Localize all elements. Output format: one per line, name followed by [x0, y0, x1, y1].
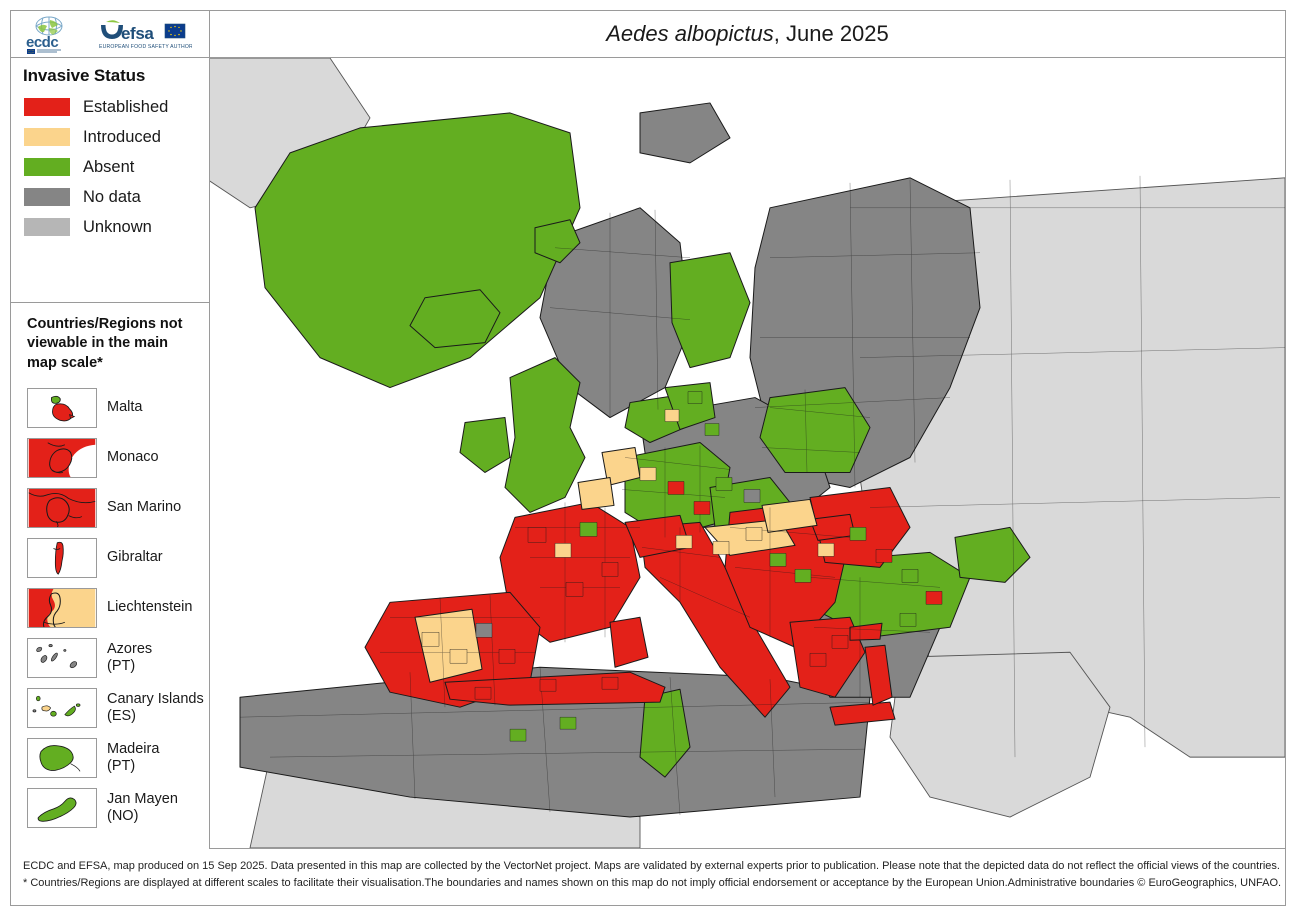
efsa-logo-subtitle: EUROPEAN FOOD SAFETY AUTHORITY: [99, 44, 192, 50]
page-title: Aedes albopictus, June 2025: [606, 21, 889, 47]
inset-regions-panel: Countries/Regions not viewable in the ma…: [11, 303, 209, 833]
inset-map-azores: [27, 637, 97, 678]
inset-label-madeira: Madeira (PT): [107, 740, 160, 774]
invasive-status-legend: Invasive Status Established Introduced A…: [11, 58, 209, 303]
legend-swatch-no-data: [23, 187, 71, 207]
region-mosaic: [421, 391, 943, 742]
species-name: Aedes albopictus: [606, 21, 774, 46]
svg-text:ecdc: ecdc: [26, 34, 58, 51]
legend-label-introduced: Introduced: [83, 127, 161, 146]
region-crete-established: [829, 701, 896, 726]
legend-title: Invasive Status: [23, 66, 146, 85]
region-cyprus-established: [849, 622, 883, 641]
inset-item-canary-islands: Canary Islands (ES): [27, 683, 209, 733]
legend-item-no-data: No data: [23, 182, 209, 212]
inset-map-liechtenstein: [27, 587, 97, 628]
region-sicily-sardinia-established: [609, 616, 649, 668]
region-greenland-absent: [254, 112, 581, 389]
region-italy-established: [639, 521, 791, 718]
inset-map-san-marino: [27, 487, 97, 528]
region-hungary-introduced: [761, 498, 818, 533]
inset-map-madeira: [27, 737, 97, 778]
legend-swatch-introduced: [23, 127, 71, 147]
inset-item-liechtenstein: Liechtenstein: [27, 583, 209, 633]
left-sidebar: ecdc efsa: [11, 11, 210, 849]
inset-item-madeira: Madeira (PT): [27, 733, 209, 783]
inset-map-canary-islands: [27, 687, 97, 728]
region-iceland-absent: [409, 289, 501, 349]
inset-item-gibraltar: Gibraltar: [27, 533, 209, 583]
poster-frame: ecdc efsa: [10, 10, 1286, 906]
region-tunisia-absent: [639, 688, 691, 778]
legend-item-absent: Absent: [23, 152, 209, 182]
inset-label-monaco: Monaco: [107, 449, 159, 466]
region-caucasus-absent: [954, 526, 1031, 583]
europe-map[interactable]: [210, 58, 1285, 848]
legend-label-established: Established: [83, 97, 169, 116]
region-north-africa-no-data: [239, 666, 871, 818]
map-canvas[interactable]: [210, 58, 1285, 849]
footer-line-2: * Countries/Regions are displayed at dif…: [23, 877, 1282, 890]
efsa-logo-icon: efsa EUROPEAN FOOD SAFETY AUTHORITY: [97, 17, 202, 51]
legend-label-unknown: Unknown: [83, 217, 152, 236]
inset-label-azores: Azores (PT): [107, 640, 153, 674]
region-spain-interior-introduced: [414, 608, 483, 683]
title-bar: Aedes albopictus, June 2025: [210, 11, 1285, 58]
inset-item-azores: Azores (PT): [27, 633, 209, 683]
legend-item-unknown: Unknown: [23, 212, 209, 242]
title-date: , June 2025: [773, 21, 889, 46]
region-arabia-unknown: [889, 651, 1111, 818]
footer-line-1: ECDC and EFSA, map produced on 15 Sep 20…: [23, 860, 1280, 872]
inset-label-liechtenstein: Liechtenstein: [107, 599, 193, 616]
legend-label-absent: Absent: [83, 157, 135, 176]
region-crimea-established: [809, 513, 856, 541]
logo-bar: ecdc efsa: [11, 11, 209, 58]
inset-item-monaco: Monaco: [27, 433, 209, 483]
inset-label-malta: Malta: [107, 399, 143, 416]
region-finland-absent: [669, 252, 751, 369]
region-israel-established: [864, 644, 893, 706]
region-svalbard-no-data: [639, 102, 731, 164]
map-landmasses: [210, 58, 1285, 848]
legend-swatch-unknown: [23, 217, 71, 237]
inset-map-monaco: [27, 437, 97, 478]
footer-notes: ECDC and EFSA, map produced on 15 Sep 20…: [11, 849, 1285, 905]
ecdc-logo-icon: ecdc: [23, 14, 83, 54]
region-ireland-absent: [459, 417, 511, 473]
legend-label-no-data: No data: [83, 187, 141, 206]
inset-map-gibraltar: [27, 537, 97, 578]
inset-map-jan-mayen: [27, 787, 97, 828]
region-faroe-absent: [534, 219, 581, 264]
legend-item-introduced: Introduced: [23, 122, 209, 152]
legend-item-established: Established: [23, 92, 209, 122]
region-belgium-introduced: [577, 476, 615, 510]
inset-item-jan-mayen: Jan Mayen (NO): [27, 783, 209, 833]
region-belarus-absent: [759, 387, 871, 473]
legend-swatch-absent: [23, 157, 71, 177]
svg-text:efsa: efsa: [121, 24, 154, 43]
inset-map-malta: [27, 387, 97, 428]
inset-item-san-marino: San Marino: [27, 483, 209, 533]
administrative-boundaries: [239, 175, 1285, 816]
region-denmark-absent: [624, 395, 686, 444]
inset-item-malta: Malta: [27, 383, 209, 433]
inset-label-gibraltar: Gibraltar: [107, 549, 163, 566]
region-uk-absent: [504, 357, 586, 513]
inset-panel-title: Countries/Regions not viewable in the ma…: [27, 316, 183, 371]
inset-label-canary-islands: Canary Islands (ES): [107, 690, 204, 724]
inset-label-jan-mayen: Jan Mayen (NO): [107, 790, 178, 824]
inset-label-san-marino: San Marino: [107, 499, 182, 516]
legend-swatch-established: [23, 97, 71, 117]
